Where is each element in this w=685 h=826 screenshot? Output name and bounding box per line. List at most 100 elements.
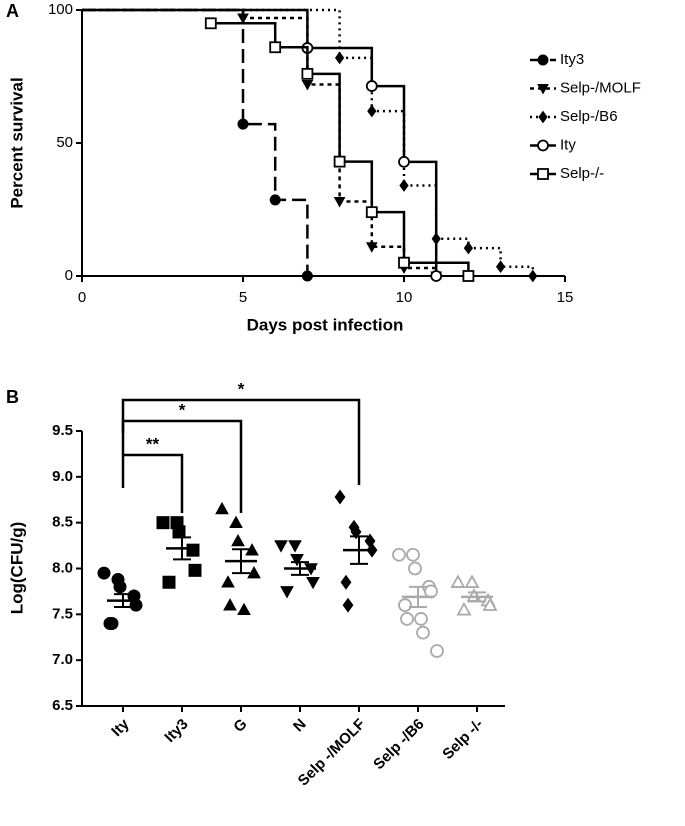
- marker: [537, 54, 549, 66]
- y-tick-label: 0: [65, 267, 73, 284]
- marker: [223, 598, 237, 611]
- marker: [495, 260, 506, 274]
- marker: [430, 270, 443, 282]
- marker: [334, 51, 345, 65]
- significance-label: **: [146, 434, 160, 453]
- y-tick-label: 6.5: [52, 697, 73, 714]
- marker: [398, 155, 410, 168]
- marker: [450, 574, 466, 588]
- significance-label: *: [179, 400, 186, 419]
- marker: [463, 241, 474, 255]
- significance-bracket: [121, 419, 243, 513]
- x-tick-label: 0: [78, 289, 86, 306]
- survival-curve: [82, 8, 438, 276]
- y-tick-label: 9.5: [52, 422, 73, 439]
- legend-label: Selp-/-: [560, 165, 604, 182]
- marker: [188, 563, 202, 577]
- marker: [538, 110, 548, 124]
- marker: [290, 554, 304, 567]
- y-tick-label: 9.0: [52, 468, 73, 485]
- y-tick-label: 7.5: [52, 605, 73, 622]
- marker: [333, 197, 346, 208]
- marker: [113, 580, 127, 594]
- marker: [365, 206, 378, 219]
- y-tick-label: 100: [48, 1, 73, 18]
- marker: [274, 540, 288, 553]
- marker: [430, 644, 444, 658]
- y-tick-label: 8.0: [52, 559, 73, 576]
- x-tick-label: 10: [396, 289, 413, 306]
- marker: [408, 561, 422, 576]
- significance-label: *: [238, 379, 245, 398]
- marker: [400, 612, 414, 626]
- marker: [392, 547, 406, 562]
- x-tick-label: Ity: [108, 715, 133, 740]
- marker: [105, 617, 119, 630]
- marker: [237, 13, 249, 25]
- marker: [342, 597, 354, 613]
- marker: [414, 612, 428, 626]
- legend-label: Ity: [560, 136, 576, 153]
- significance-bracket: [121, 453, 184, 513]
- marker: [365, 80, 378, 92]
- marker: [231, 533, 245, 547]
- marker: [482, 597, 498, 611]
- marker: [306, 576, 320, 590]
- marker: [301, 270, 313, 282]
- x-tick-label: Ity3: [161, 716, 191, 746]
- marker: [399, 179, 409, 192]
- marker: [204, 17, 217, 30]
- x-tick-label: 15: [557, 289, 574, 306]
- marker: [333, 155, 346, 168]
- marker: [367, 104, 377, 118]
- y-axis-title: Log(CFU/g): [7, 522, 26, 615]
- marker: [301, 67, 314, 80]
- x-tick-label: G: [230, 716, 250, 736]
- y-tick-label: 7.0: [52, 651, 73, 668]
- marker: [537, 84, 549, 95]
- y-axis-title: Percent survival: [7, 77, 26, 208]
- marker: [398, 598, 412, 613]
- marker: [162, 575, 176, 589]
- marker: [186, 543, 200, 557]
- marker: [172, 525, 186, 539]
- marker: [288, 540, 302, 553]
- marker: [365, 242, 378, 253]
- marker: [340, 574, 352, 590]
- x-axis-title: Days post infection: [247, 315, 404, 334]
- legend-label: Ity3: [560, 51, 584, 68]
- marker: [350, 524, 362, 540]
- survival-curve: [82, 8, 438, 276]
- legend-label: Selp-/B6: [560, 108, 618, 125]
- x-tick-label: Selp -/-: [439, 716, 486, 763]
- marker: [129, 598, 143, 612]
- marker: [528, 269, 538, 283]
- marker: [269, 194, 281, 206]
- panel-label: B: [6, 387, 19, 407]
- marker: [237, 118, 249, 130]
- marker: [334, 489, 346, 505]
- marker: [237, 602, 251, 616]
- marker: [398, 256, 410, 269]
- marker: [247, 566, 261, 579]
- x-tick-label: 5: [239, 289, 247, 306]
- marker: [406, 547, 420, 562]
- marker: [156, 516, 170, 530]
- marker: [97, 566, 111, 580]
- panel-label: A: [6, 1, 19, 21]
- marker: [269, 41, 282, 54]
- marker: [537, 168, 549, 180]
- marker: [537, 139, 549, 152]
- x-tick-label: Selp -/B6: [370, 716, 427, 773]
- y-tick-label: 50: [56, 134, 73, 151]
- y-tick-label: 8.5: [52, 514, 73, 531]
- marker: [221, 575, 235, 588]
- marker: [301, 79, 314, 91]
- marker: [215, 501, 229, 515]
- marker: [464, 574, 480, 588]
- marker: [280, 586, 294, 599]
- marker: [229, 515, 243, 528]
- marker: [416, 625, 430, 640]
- significance-bracket: [121, 398, 361, 485]
